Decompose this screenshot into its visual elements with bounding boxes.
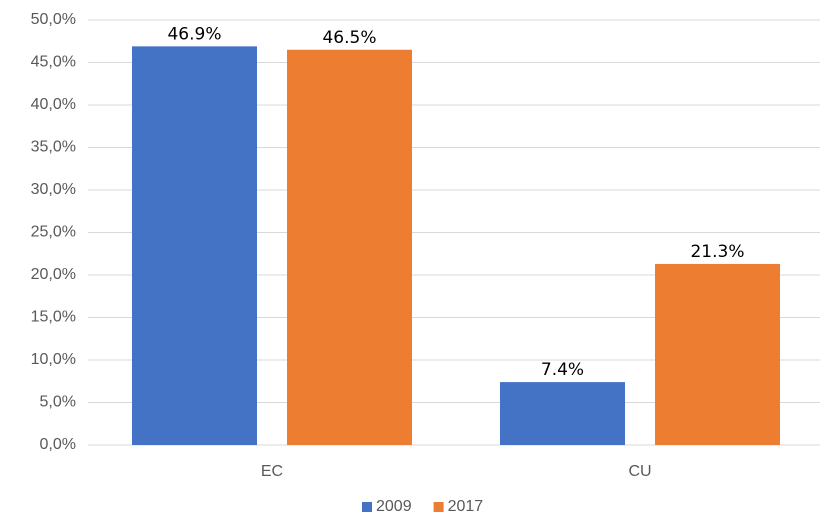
- y-tick-label: 30,0%: [31, 181, 76, 198]
- data-label: 21.3%: [690, 242, 744, 262]
- bar: [287, 49, 412, 445]
- legend-label: 2009: [376, 498, 412, 515]
- y-tick-label: 15,0%: [31, 309, 76, 326]
- y-tick-label: 20,0%: [31, 266, 76, 283]
- x-tick-label: CU: [628, 463, 651, 480]
- y-tick-label: 5,0%: [40, 394, 76, 411]
- bar: [500, 382, 625, 445]
- y-tick-label: 25,0%: [31, 224, 76, 241]
- y-tick-label: 50,0%: [31, 11, 76, 28]
- y-tick-label: 35,0%: [31, 139, 76, 156]
- legend-label: 2017: [448, 498, 484, 515]
- data-label: 46.9%: [167, 24, 221, 44]
- data-label: 7.4%: [541, 360, 584, 380]
- y-tick-label: 0,0%: [40, 436, 76, 453]
- legend-swatch: [362, 502, 372, 512]
- y-tick-label: 40,0%: [31, 96, 76, 113]
- y-tick-label: 10,0%: [31, 351, 76, 368]
- y-tick-label: 45,0%: [31, 54, 76, 71]
- x-tick-label: EC: [261, 463, 283, 480]
- legend-swatch: [433, 502, 444, 512]
- bar: [655, 263, 780, 445]
- bar: [132, 46, 257, 445]
- data-label: 46.5%: [322, 28, 376, 48]
